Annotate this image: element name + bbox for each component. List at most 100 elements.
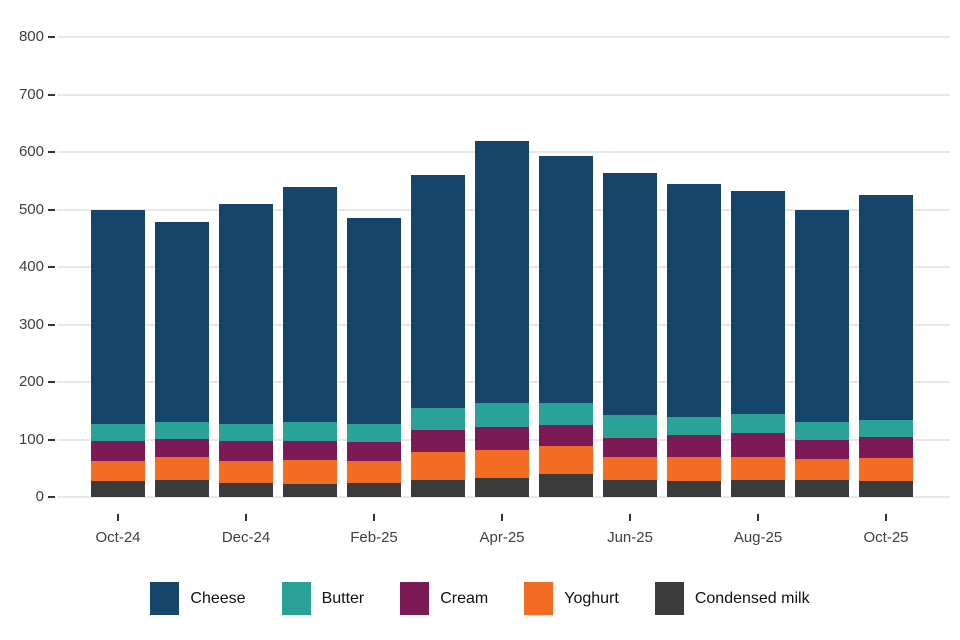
bar-segment-Dec-24-cheese bbox=[219, 203, 273, 424]
bar-segment-Oct-24-condensed-milk bbox=[91, 480, 145, 497]
bar-segment-Jun-25-yoghurt bbox=[603, 457, 657, 480]
y-axis-label-100: 100 bbox=[18, 430, 44, 448]
legend: Cheese Butter Cream Yoghurt Condensed milk bbox=[0, 582, 960, 615]
legend-swatch-yoghurt bbox=[524, 582, 554, 615]
bar-segment-Jul-25-cream bbox=[667, 434, 721, 457]
legend-item-cheese: Cheese bbox=[150, 582, 246, 615]
y-tick-300 bbox=[48, 323, 55, 326]
legend-item-butter: Butter bbox=[281, 582, 364, 615]
bar-segment-Sep-25-butter bbox=[795, 422, 849, 440]
bar-segment-Nov-24-yoghurt bbox=[155, 457, 209, 480]
bar-segment-Jun-25-butter bbox=[603, 414, 657, 438]
bar-segment-Apr-25-yoghurt bbox=[475, 449, 529, 479]
y-tick-600 bbox=[48, 151, 55, 153]
y-axis-label-700: 700 bbox=[18, 85, 44, 103]
bar-segment-Jul-25-yoghurt bbox=[667, 456, 721, 481]
bar-segment-Apr-25-cheese bbox=[475, 140, 529, 403]
bar-segment-Mar-25-condensed-milk bbox=[411, 480, 465, 497]
legend-swatch-cheese bbox=[150, 582, 180, 615]
bar-segment-May-25-condensed-milk bbox=[539, 474, 593, 497]
bar-segment-Feb-25-cheese bbox=[347, 218, 401, 424]
bar-segment-Sep-25-condensed-milk bbox=[795, 480, 849, 497]
bar-segment-Dec-24-condensed-milk bbox=[219, 483, 273, 497]
bar-segment-Jan-25-cream bbox=[283, 441, 337, 460]
bar-segment-May-25-cream bbox=[539, 424, 593, 446]
bar-segment-Dec-24-cream bbox=[219, 440, 273, 461]
y-tick-100 bbox=[48, 438, 55, 441]
bar-segment-Jan-25-cheese bbox=[283, 186, 337, 423]
bar-segment-Dec-24-yoghurt bbox=[219, 460, 273, 484]
bar-segment-May-25-butter bbox=[539, 402, 593, 425]
bar-segment-Feb-25-cream bbox=[347, 441, 401, 461]
gridline-700 bbox=[57, 93, 950, 96]
y-tick-800 bbox=[48, 36, 55, 38]
bar-segment-Nov-24-cream bbox=[155, 438, 209, 458]
y-axis-label-400: 400 bbox=[18, 258, 44, 275]
bar-segment-Oct-25-cheese bbox=[859, 195, 913, 420]
bar-segment-Apr-25-butter bbox=[475, 402, 529, 427]
legend-label-yoghurt: Yoghurt bbox=[564, 589, 619, 607]
x-tick-Feb-25 bbox=[373, 514, 375, 521]
y-axis-label-800: 800 bbox=[18, 28, 44, 45]
bar-segment-Mar-25-cheese bbox=[411, 175, 465, 408]
bar-segment-Oct-25-yoghurt bbox=[859, 458, 913, 482]
bar-segment-Aug-25-butter bbox=[731, 414, 785, 434]
bar-segment-Aug-25-cheese bbox=[731, 191, 785, 415]
bar-segment-May-25-cheese bbox=[539, 156, 593, 403]
bar-segment-Nov-24-cheese bbox=[155, 222, 209, 422]
bar-segment-Jan-25-butter bbox=[283, 422, 337, 442]
y-tick-500 bbox=[48, 208, 55, 211]
bar-segment-Apr-25-condensed-milk bbox=[475, 478, 529, 497]
bar-segment-Jul-25-butter bbox=[667, 416, 721, 435]
x-axis-label-Aug-25: Aug-25 bbox=[733, 529, 783, 546]
gridline-800 bbox=[57, 36, 950, 38]
x-tick-Oct-24 bbox=[117, 514, 119, 521]
bar-segment-Dec-24-butter bbox=[219, 423, 273, 441]
y-axis-label-500: 500 bbox=[18, 200, 44, 218]
bar-segment-Oct-25-cream bbox=[859, 436, 913, 459]
bar-segment-Jan-25-yoghurt bbox=[283, 459, 337, 485]
bar-segment-Jun-25-cheese bbox=[603, 173, 657, 415]
bar-segment-Oct-24-yoghurt bbox=[91, 460, 145, 481]
x-axis-label-Oct-25: Oct-25 bbox=[863, 529, 909, 546]
y-axis-label-200: 200 bbox=[18, 373, 44, 390]
x-axis-label-Apr-25: Apr-25 bbox=[479, 529, 525, 546]
bar-segment-Sep-25-cream bbox=[795, 439, 849, 460]
bar-segment-Aug-25-condensed-milk bbox=[731, 479, 785, 497]
bar-segment-Oct-25-butter bbox=[859, 419, 913, 437]
gridline-0 bbox=[57, 496, 950, 498]
legend-item-cream: Cream bbox=[400, 582, 488, 615]
legend-label-condensed-milk: Condensed milk bbox=[694, 589, 810, 607]
legend-swatch-condensed-milk bbox=[654, 582, 684, 615]
y-axis-label-600: 600 bbox=[18, 143, 44, 160]
bar-segment-Mar-25-butter bbox=[411, 407, 465, 430]
x-tick-Aug-25 bbox=[757, 514, 759, 521]
bar-segment-Sep-25-cheese bbox=[795, 209, 849, 423]
bar-segment-Jan-25-condensed-milk bbox=[283, 484, 337, 497]
bar-segment-Apr-25-cream bbox=[475, 426, 529, 450]
y-tick-700 bbox=[48, 93, 55, 96]
bar-segment-Mar-25-yoghurt bbox=[411, 451, 465, 481]
bar-segment-Feb-25-yoghurt bbox=[347, 460, 401, 484]
x-axis-label-Oct-24: Oct-24 bbox=[95, 529, 141, 546]
bar-segment-Aug-25-yoghurt bbox=[731, 456, 785, 480]
y-axis-label-300: 300 bbox=[18, 315, 44, 333]
y-tick-400 bbox=[48, 266, 55, 268]
bar-segment-Jun-25-cream bbox=[603, 437, 657, 458]
legend-label-cheese: Cheese bbox=[190, 589, 246, 607]
bar-segment-Mar-25-cream bbox=[411, 429, 465, 452]
bar-segment-Aug-25-cream bbox=[731, 433, 785, 457]
bar-segment-Oct-24-butter bbox=[91, 423, 145, 442]
legend-label-cream: Cream bbox=[440, 589, 489, 607]
legend-swatch-butter bbox=[281, 582, 311, 615]
x-axis-label-Feb-25: Feb-25 bbox=[350, 529, 398, 546]
bar-segment-Nov-24-condensed-milk bbox=[155, 479, 209, 497]
legend-item-yoghurt: Yoghurt bbox=[524, 582, 619, 615]
y-axis-label-0: 0 bbox=[35, 488, 44, 505]
bar-segment-Sep-25-yoghurt bbox=[795, 459, 849, 481]
bar-segment-Jun-25-condensed-milk bbox=[603, 479, 657, 497]
x-tick-Jun-25 bbox=[629, 514, 631, 521]
bar-segment-May-25-yoghurt bbox=[539, 445, 593, 474]
bar-segment-Jul-25-cheese bbox=[667, 183, 721, 417]
